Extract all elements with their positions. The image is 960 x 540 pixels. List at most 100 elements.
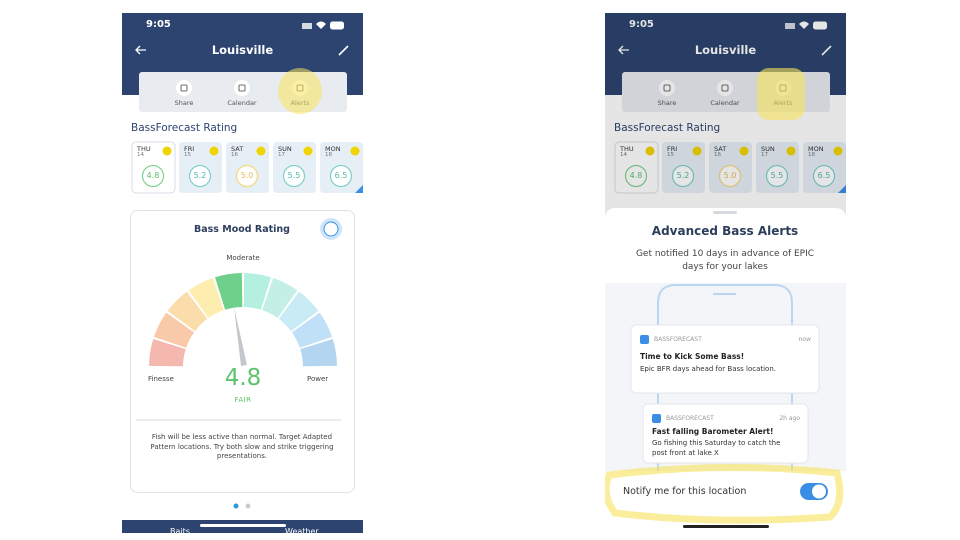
card-title: Bass Mood Rating	[194, 224, 290, 235]
moon-icon	[786, 146, 796, 156]
rating-ring	[329, 164, 353, 188]
moon-icon	[209, 146, 219, 156]
day-rating[interactable]: 4.8	[629, 171, 643, 180]
moon-icon	[350, 146, 360, 156]
battery-icon	[813, 21, 827, 30]
day-date: 18	[808, 152, 815, 158]
tab-button[interactable]: Weather	[285, 527, 319, 533]
rating-ring	[812, 164, 836, 188]
moon-icon	[692, 146, 702, 156]
gauge-left-label: Finesse	[148, 375, 174, 383]
day-name: SUN	[761, 145, 775, 153]
graphics-layer	[200, 68, 322, 527]
app-icon	[640, 335, 649, 344]
signal-icon	[302, 23, 312, 29]
toolbar-glyph	[663, 84, 671, 92]
rating-ring	[141, 164, 165, 188]
signal-icon	[785, 23, 795, 29]
day-date: 15	[667, 152, 674, 158]
day-date: 14	[620, 152, 627, 158]
notification-card	[642, 403, 809, 464]
gauge-segment	[291, 312, 333, 348]
toolbar-icon	[659, 80, 675, 96]
day-name: THU	[137, 145, 151, 153]
status-time: 9:05	[629, 19, 654, 30]
toolbar-button[interactable]: Share	[657, 99, 677, 107]
notification-card	[630, 324, 820, 394]
day-name: FRI	[184, 145, 195, 153]
more-corner	[355, 185, 363, 193]
gauge-segment	[278, 291, 319, 332]
header-title: Louisville	[694, 43, 757, 57]
page-dot	[245, 503, 251, 509]
notification-app: BASSFORECAST	[654, 336, 702, 343]
section-title: BassForecast Rating	[614, 122, 721, 134]
toggle-knob	[812, 484, 826, 499]
day-date: 18	[325, 152, 332, 158]
toolbar-glyph	[180, 84, 188, 92]
rating-ring	[765, 164, 789, 188]
day-rating[interactable]: 4.8	[146, 171, 160, 180]
day-date: 14	[137, 152, 144, 158]
gauge-top-label: Moderate	[226, 254, 260, 262]
day-rating[interactable]: 5.5	[770, 171, 784, 180]
day-rating[interactable]: 5.0	[723, 171, 737, 180]
gauge-segment	[243, 273, 271, 310]
edit-icon	[821, 45, 832, 56]
notification-time: now	[798, 336, 811, 343]
moon-icon	[645, 146, 655, 156]
tab-button[interactable]: Baits	[170, 527, 190, 533]
day-rating[interactable]: 5.0	[240, 171, 254, 180]
gauge-segment	[149, 339, 186, 367]
toolbar-icon	[717, 80, 733, 96]
mood-icon-inner	[323, 221, 339, 237]
home-indicator	[683, 525, 769, 528]
gauge-segment	[153, 312, 195, 348]
sheet-subtitle: Get notified 10 days in advance of EPIC …	[635, 249, 815, 272]
mood-score: 4.8	[224, 365, 262, 391]
graphics-layer	[605, 324, 844, 528]
rating-ring	[624, 164, 648, 188]
day-rating[interactable]: 5.2	[676, 171, 690, 180]
wifi-icon	[799, 21, 809, 29]
highlight	[757, 68, 805, 120]
notification-body: Epic BFR days ahead for Bass location.	[640, 365, 777, 373]
sheet-content: Advanced Bass Alerts Get notified 10 days…	[605, 13, 846, 533]
toolbar-glyph	[721, 84, 729, 92]
notification-app: BASSFORECAST	[666, 415, 714, 422]
toolbar-button[interactable]: Share	[174, 99, 194, 107]
rating-ring	[718, 164, 742, 188]
phone-illustration	[657, 284, 793, 471]
day-rating[interactable]: 5.2	[193, 171, 207, 180]
day-rating[interactable]: 6.5	[334, 171, 348, 180]
toolbar-icon	[234, 80, 250, 96]
gauge-segment	[262, 277, 298, 319]
app-icon	[652, 414, 661, 423]
moon-icon	[162, 146, 172, 156]
section-title: BassForecast Rating	[131, 122, 238, 134]
toolbar-button[interactable]: Calendar	[710, 99, 740, 107]
header-title: Louisville	[211, 43, 274, 57]
moon-icon	[833, 146, 843, 156]
day-rating[interactable]: 5.5	[287, 171, 301, 180]
notification-title: Fast falling Barometer Alert!	[652, 427, 774, 436]
sheet-title: Advanced Bass Alerts	[651, 224, 799, 238]
notification-body: Go fishing this Saturday to catch the po…	[652, 439, 781, 457]
day-name: SAT	[231, 145, 244, 153]
notification-time: 2h ago	[779, 415, 800, 422]
sheet-grabber	[713, 211, 737, 214]
toolbar-glyph	[238, 84, 246, 92]
rating-ring	[671, 164, 695, 188]
home-indicator	[200, 524, 286, 527]
day-date: 17	[278, 152, 285, 158]
wifi-icon	[316, 21, 326, 29]
page-dot-active	[233, 503, 239, 509]
gauge-right-label: Power	[307, 375, 329, 383]
gauge-segment	[188, 277, 224, 319]
toolbar-button[interactable]: Calendar	[227, 99, 257, 107]
gauge-segment	[167, 291, 208, 332]
graphics-layer	[605, 13, 846, 194]
back-icon	[135, 45, 146, 55]
day-rating[interactable]: 6.5	[817, 171, 831, 180]
